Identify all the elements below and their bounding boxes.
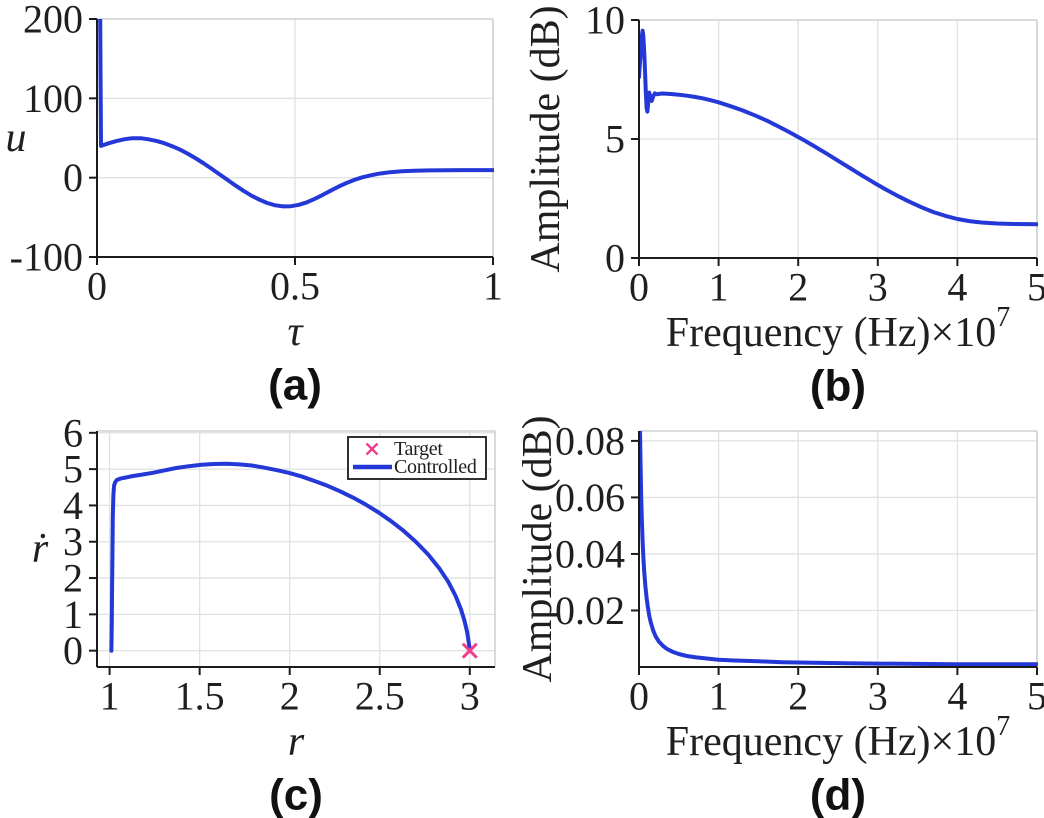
series-controlled bbox=[109, 461, 472, 653]
x-axis-label: Frequency (Hz)×107 bbox=[666, 711, 1010, 766]
x-tick-label: 2.5 bbox=[355, 674, 405, 719]
x-tick-label: 0 bbox=[87, 264, 107, 309]
y-axis-label: Amplitude (dB) bbox=[522, 415, 561, 682]
x-tick-label: 2 bbox=[280, 674, 300, 719]
x-tick-label: 0.5 bbox=[270, 264, 320, 309]
x-tick-label: 1 bbox=[709, 674, 729, 719]
y-tick-label: 0.08 bbox=[555, 418, 625, 463]
y-axis-label: ṙ bbox=[32, 526, 49, 572]
subplot-caption: (d) bbox=[810, 771, 866, 818]
x-tick-label: 1 bbox=[100, 674, 120, 719]
y-tick-label: 200 bbox=[23, 0, 83, 42]
subplot-caption: (b) bbox=[810, 362, 866, 410]
panel-a: 0 0.5 1 -100 0 100 200 τ u (a) bbox=[0, 0, 522, 409]
x-axis-label: r bbox=[288, 719, 305, 765]
x-tick-label: 2 bbox=[788, 674, 808, 719]
y-tick-label: 6 bbox=[63, 410, 83, 455]
legend-box bbox=[347, 436, 487, 480]
y-tick-label: 10 bbox=[585, 0, 625, 43]
series-amplitude bbox=[638, 28, 1038, 227]
x-tick-label: 1 bbox=[483, 264, 503, 309]
marker-target bbox=[461, 642, 478, 659]
x-tick-label: 0 bbox=[629, 674, 649, 719]
y-tick-label: 0.04 bbox=[555, 531, 625, 576]
y-tick-label: 5 bbox=[605, 117, 625, 162]
y-tick-label: 0.06 bbox=[555, 475, 625, 520]
legend-x-marker bbox=[365, 442, 379, 456]
series-u bbox=[98, 19, 494, 209]
y-tick-label: 3 bbox=[63, 519, 83, 564]
x-axis-label: Frequency (Hz)×107 bbox=[666, 302, 1010, 357]
x-tick-label: 1 bbox=[709, 265, 729, 310]
panel-c: 1 1.5 2 2.5 3 0 1 2 3 4 5 6 r ṙ (c) Target Controlled bbox=[0, 409, 522, 818]
x-tick-label: 1.5 bbox=[175, 674, 225, 719]
x-tick-label: 5 bbox=[1027, 265, 1044, 310]
legend-label: Target bbox=[394, 438, 443, 460]
y-tick-label: 0 bbox=[63, 155, 83, 200]
subplot-caption: (a) bbox=[268, 361, 322, 410]
y-tick-label: 4 bbox=[63, 483, 83, 528]
y-tick-label: 0.02 bbox=[555, 588, 625, 633]
x-tick-label: 4 bbox=[947, 674, 967, 719]
x-tick-label: 3 bbox=[868, 674, 888, 719]
y-axis-label: Amplitude (dB) bbox=[523, 5, 569, 272]
x-tick-label: 3 bbox=[460, 674, 480, 719]
y-tick-label: 5 bbox=[63, 447, 83, 492]
series-amplitude bbox=[638, 431, 1038, 667]
y-tick-label: 0 bbox=[605, 236, 625, 281]
chart-b: 0 1 2 3 4 5 0 5 10 Frequency (Hz)×107 Amplitude (d… bbox=[523, 0, 1044, 410]
x-axis-label: τ bbox=[287, 309, 304, 355]
x-tick-label: 0 bbox=[629, 265, 649, 310]
panel-b: 0 1 2 3 4 5 0 5 10 Frequency (Hz)×107 Amplitude (d… bbox=[522, 0, 1044, 409]
y-axis-label: u bbox=[6, 115, 27, 161]
y-tick-label: 0 bbox=[63, 628, 83, 673]
x-tick-label: 2 bbox=[788, 265, 808, 310]
y-tick-label: -100 bbox=[10, 235, 83, 280]
y-tick-label: 2 bbox=[63, 556, 83, 601]
y-tick-label: 1 bbox=[63, 592, 83, 637]
x-tick-label: 4 bbox=[947, 265, 967, 310]
x-tick-label: 3 bbox=[868, 265, 888, 310]
y-tick-label: 100 bbox=[23, 76, 83, 121]
legend-label: Controlled bbox=[394, 456, 477, 478]
panel-d: 0 1 2 3 4 5 0.02 0.04 0.06 0.08 Frequency (Hz)×107… bbox=[522, 409, 1044, 818]
chart-d: 0 1 2 3 4 5 0.02 0.04 0.06 0.08 Frequency (Hz)×107… bbox=[522, 415, 1044, 818]
x-tick-label: 5 bbox=[1027, 674, 1044, 719]
subplot-caption: (c) bbox=[269, 771, 323, 818]
